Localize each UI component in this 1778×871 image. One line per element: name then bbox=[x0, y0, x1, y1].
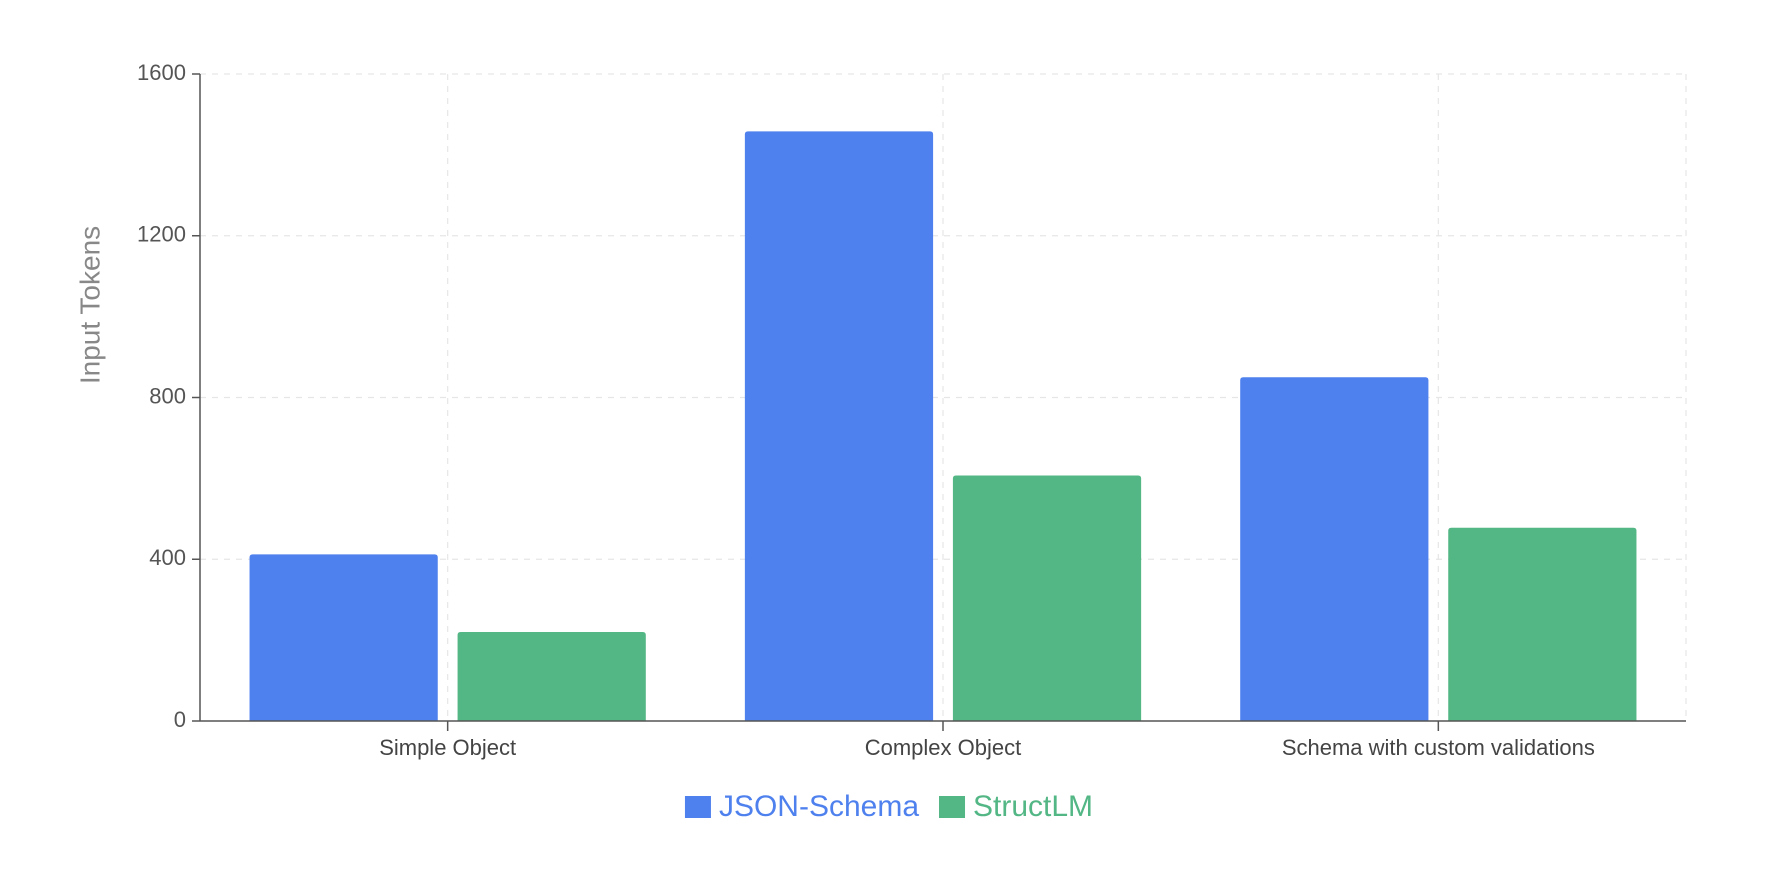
x-ticks: Simple Object Complex Object Schema with c… bbox=[379, 721, 1595, 760]
bar-structlm-2 bbox=[952, 475, 1142, 721]
bar-structlm-3 bbox=[1448, 527, 1637, 721]
bar-structlm-1 bbox=[457, 632, 646, 721]
x-tick-label: Schema with custom validations bbox=[1282, 735, 1595, 760]
grid-lines bbox=[200, 73, 1687, 721]
y-ticks: 0 400 800 1200 1600 bbox=[137, 60, 200, 732]
y-tick-label: 0 bbox=[174, 707, 186, 732]
y-axis-label: Input Tokens bbox=[74, 226, 105, 384]
legend-swatch bbox=[684, 796, 711, 818]
bar-json-schema-2 bbox=[744, 131, 934, 721]
legend-label: StructLM bbox=[973, 790, 1093, 823]
y-tick-label: 400 bbox=[149, 545, 186, 570]
legend: JSON-Schema StructLM bbox=[684, 790, 1093, 823]
y-tick-label: 800 bbox=[149, 383, 186, 408]
bar-json-schema-1 bbox=[249, 554, 438, 721]
x-tick-label: Complex Object bbox=[865, 735, 1022, 760]
legend-swatch bbox=[939, 796, 966, 818]
y-tick-label: 1600 bbox=[137, 60, 186, 85]
legend-label: JSON-Schema bbox=[719, 790, 919, 823]
y-tick-label: 1200 bbox=[137, 222, 186, 247]
bars bbox=[249, 131, 1637, 721]
x-tick-label: Simple Object bbox=[379, 735, 516, 760]
bar-json-schema-3 bbox=[1240, 377, 1429, 721]
